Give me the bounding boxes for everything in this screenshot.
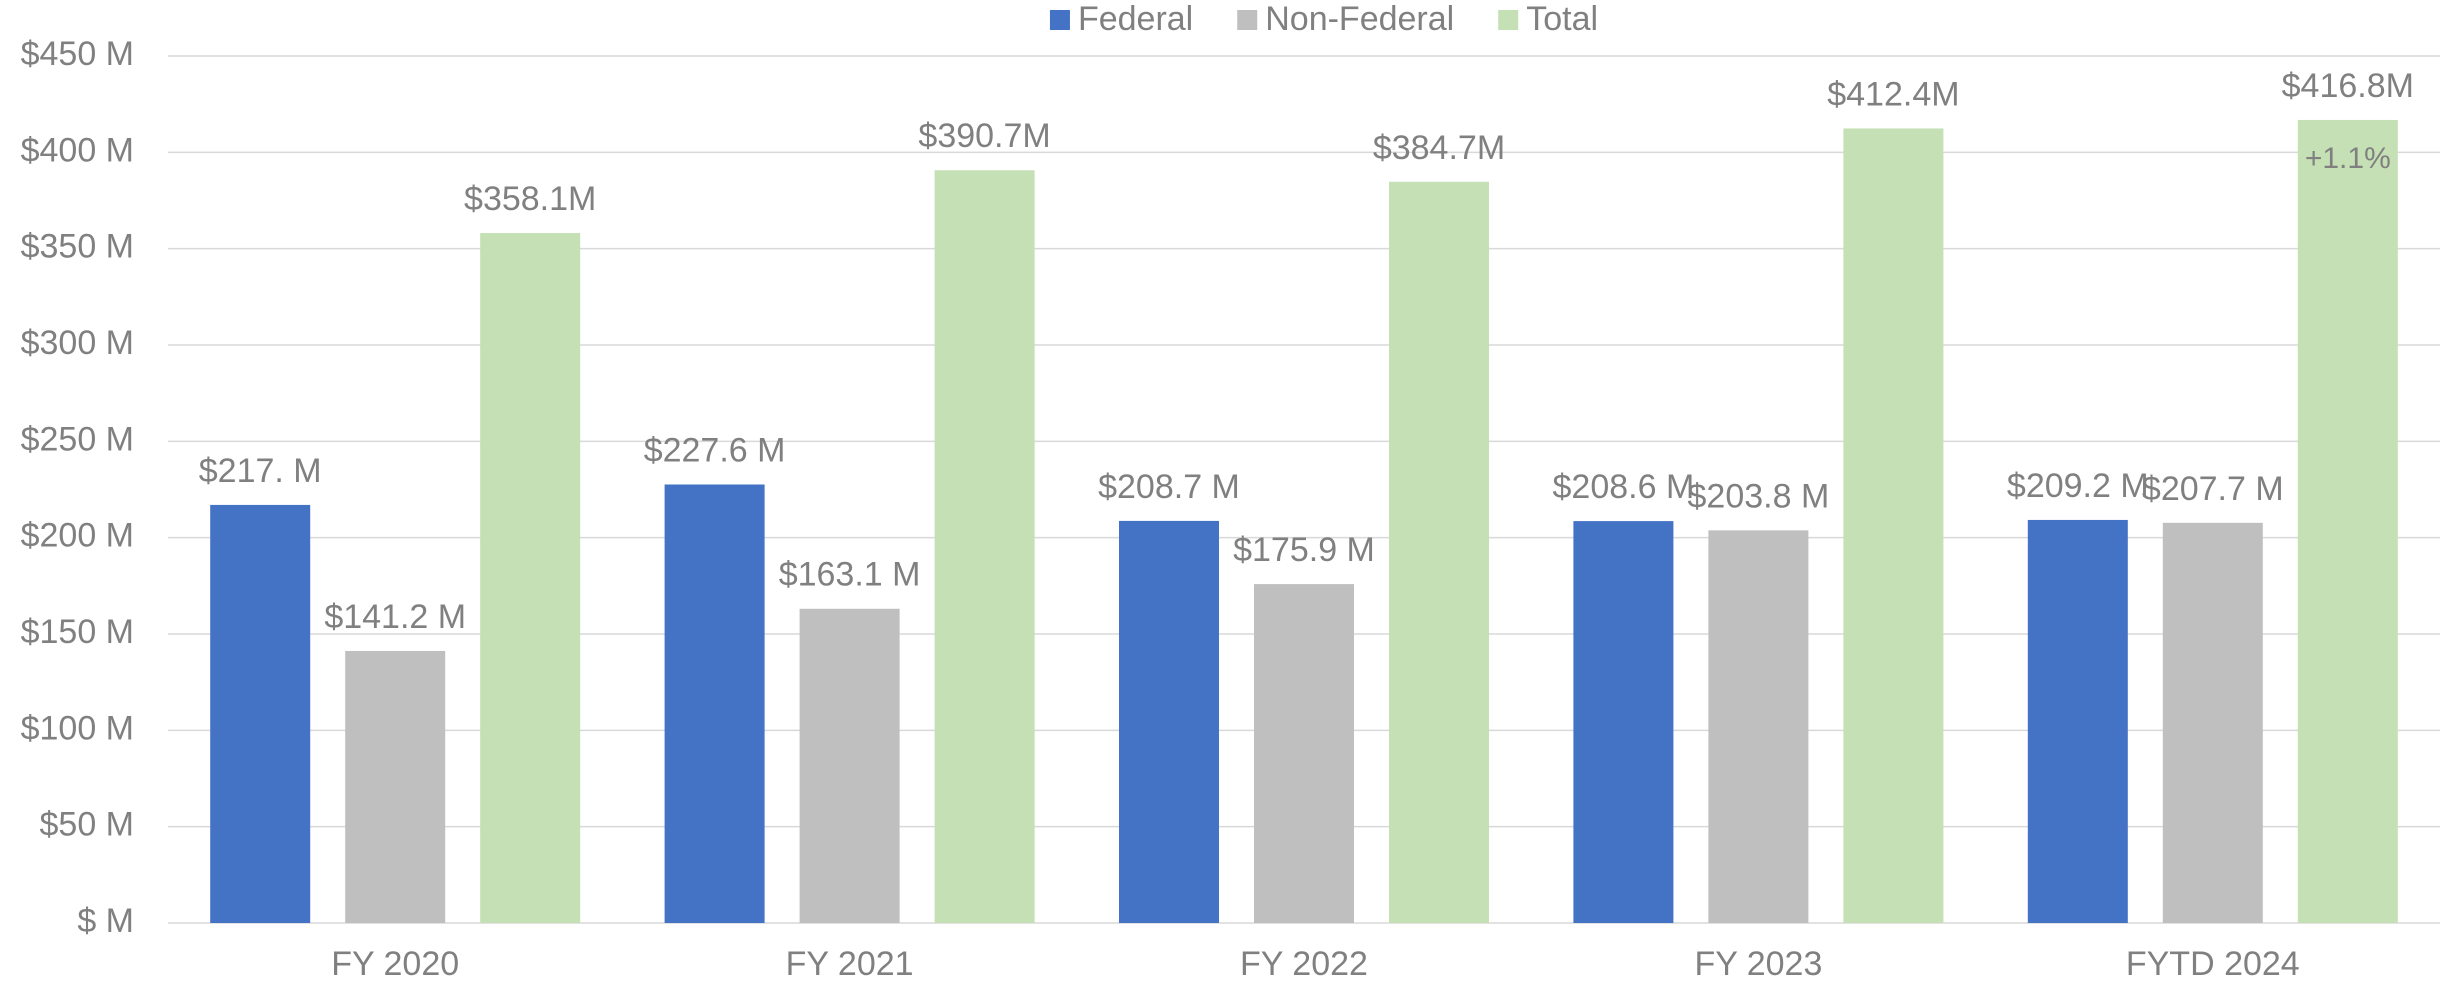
bar: [1708, 530, 1809, 923]
y-tick-label: $200 M: [21, 517, 134, 555]
bar: [1389, 181, 1489, 923]
legend-item: Total: [1498, 0, 1598, 38]
legend-swatch: [1049, 10, 1070, 30]
legend: Federal Non-Federal Total: [1049, 0, 1598, 38]
x-tick-label: FYTD 2024: [2126, 945, 2300, 983]
bar: [934, 170, 1035, 923]
bar: [1254, 584, 1354, 923]
x-tick-label: FY 2022: [1240, 945, 1368, 983]
y-tick-label: $350 M: [21, 228, 134, 266]
legend-item: Non-Federal: [1237, 0, 1454, 38]
data-label: $227.6 M: [644, 431, 786, 469]
bar: [480, 233, 581, 923]
legend-label: Total: [1526, 0, 1598, 38]
y-tick-label: $100 M: [21, 709, 134, 747]
annotation: +1.1%: [2305, 142, 2391, 175]
y-tick-label: $150 M: [21, 613, 134, 651]
data-label: $217. M: [199, 452, 322, 490]
bar: [1573, 521, 1674, 923]
data-label: $416.8M: [2282, 67, 2414, 105]
x-tick-label: FY 2023: [1694, 945, 1822, 983]
data-label: $163.1 M: [779, 556, 921, 594]
legend-swatch: [1237, 10, 1258, 30]
x-tick-label: FY 2021: [786, 945, 914, 983]
bar: [345, 650, 446, 923]
legend-label: Federal: [1078, 0, 1193, 38]
bar: [1119, 520, 1219, 923]
x-tick-label: FY 2020: [331, 945, 459, 983]
bar: [2297, 119, 2398, 923]
y-tick-label: $250 M: [21, 420, 134, 458]
bar: [2027, 519, 2128, 923]
bar: [1843, 128, 1944, 923]
data-label: $358.1M: [464, 180, 596, 218]
legend-item: Federal: [1049, 0, 1193, 38]
data-label: $412.4M: [1827, 75, 1959, 113]
y-tick-label: $50 M: [40, 806, 135, 844]
legend-swatch: [1498, 10, 1519, 30]
bar: [2162, 522, 2263, 923]
bar: [664, 484, 765, 923]
data-label: $141.2 M: [324, 598, 466, 636]
y-tick-label: $ M: [77, 902, 134, 940]
y-tick-label: $300 M: [21, 324, 134, 362]
y-tick-label: $400 M: [21, 131, 134, 169]
data-label: $207.7 M: [2142, 470, 2284, 508]
data-label: $208.6 M: [1553, 468, 1695, 506]
data-label: $384.7M: [1373, 129, 1505, 167]
data-label: $208.7 M: [1098, 468, 1240, 506]
y-tick-label: $450 M: [21, 35, 134, 73]
data-label: $390.7M: [918, 117, 1050, 155]
bar: [210, 504, 311, 923]
bar: [799, 608, 900, 923]
data-label: $203.8 M: [1688, 477, 1830, 515]
data-label: $175.9 M: [1233, 531, 1375, 569]
legend-label: Non-Federal: [1265, 0, 1454, 38]
data-label: $209.2 M: [2007, 467, 2149, 505]
